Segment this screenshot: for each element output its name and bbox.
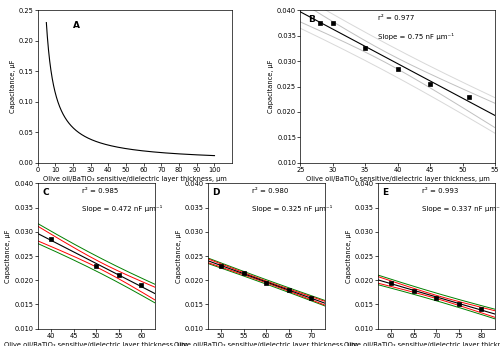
X-axis label: Olive oil/BaTiO₃ sensitive/dielectric layer thickness, µm: Olive oil/BaTiO₃ sensitive/dielectric la… [306,175,490,182]
X-axis label: Olive oil/BaTiO₃ sensitive/dielectric layer thickness, µm: Olive oil/BaTiO₃ sensitive/dielectric la… [174,342,358,346]
Text: Slope = 0.472 nF µm⁻¹: Slope = 0.472 nF µm⁻¹ [82,205,162,212]
Text: D: D [212,188,220,197]
X-axis label: Olive oil/BaTiO₃ sensitive/dielectric layer thickness, µm: Olive oil/BaTiO₃ sensitive/dielectric la… [344,342,500,346]
Text: Slope = 0.337 nF µm⁻¹: Slope = 0.337 nF µm⁻¹ [422,205,500,212]
Text: r² = 0.993: r² = 0.993 [422,188,458,194]
Text: Slope = 0.75 nF µm⁻¹: Slope = 0.75 nF µm⁻¹ [378,33,454,40]
X-axis label: Olive oil/BaTiO₃ sensitive/dielectric layer thickness, µm: Olive oil/BaTiO₃ sensitive/dielectric la… [4,342,188,346]
Text: B: B [308,15,315,24]
Y-axis label: Capacitance, µF: Capacitance, µF [176,229,182,283]
Text: r² = 0.985: r² = 0.985 [82,188,118,194]
Y-axis label: Capacitance, µF: Capacitance, µF [268,60,274,113]
Text: Slope = 0.325 nF µm⁻¹: Slope = 0.325 nF µm⁻¹ [252,205,332,212]
X-axis label: Olive oil/BaTiO₃ sensitive/dielectric layer thickness, µm: Olive oil/BaTiO₃ sensitive/dielectric la… [43,175,226,182]
Text: r² = 0.977: r² = 0.977 [378,15,414,21]
Y-axis label: Capacitance, µF: Capacitance, µF [346,229,352,283]
Y-axis label: Capacitance, µF: Capacitance, µF [10,60,16,113]
Text: A: A [72,21,80,30]
Text: r² = 0.980: r² = 0.980 [252,188,288,194]
Text: E: E [382,188,388,197]
Y-axis label: Capacitance, µF: Capacitance, µF [6,229,12,283]
Text: C: C [42,188,49,197]
